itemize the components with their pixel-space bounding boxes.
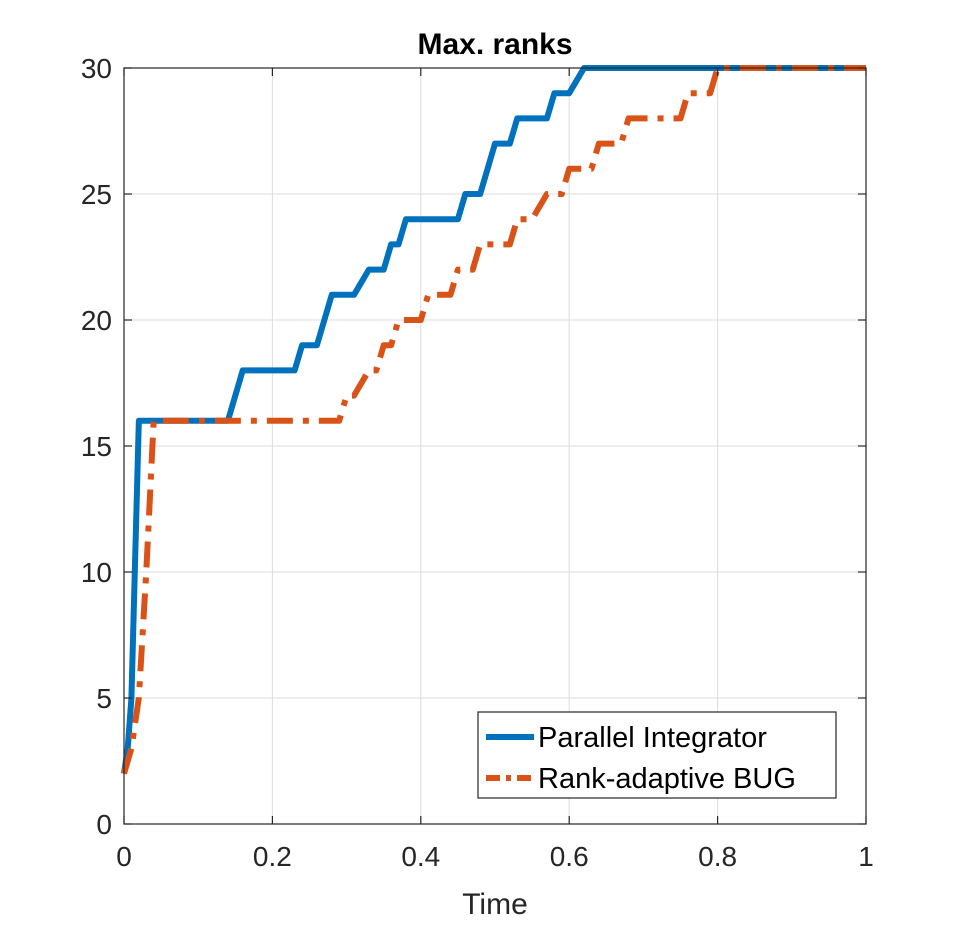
x-axis-label: Time [462, 888, 528, 921]
series-line-parallel-integrator [121, 65, 866, 775]
legend-label-parallel-integrator: Parallel Integrator [538, 722, 767, 754]
x-tick-label: 0.4 [401, 841, 440, 872]
y-tick-label: 10 [81, 557, 112, 588]
y-tick-label: 25 [81, 179, 112, 210]
legend-box [477, 711, 837, 799]
chart-title: Max. ranks [417, 28, 572, 61]
y-tick-label: 30 [81, 53, 112, 84]
x-tick-label: 0.6 [550, 841, 589, 872]
y-tick-label: 5 [96, 683, 112, 714]
y-tick-label: 20 [81, 305, 112, 336]
x-tick-label: 0 [116, 841, 132, 872]
series-layer [121, 65, 866, 775]
x-tick-label: 0.2 [253, 841, 292, 872]
grid [123, 67, 867, 825]
x-tick-label: 0.8 [698, 841, 737, 872]
legend: Parallel Integrator Rank-adaptive BUG [477, 711, 837, 799]
legend-label-rank-adaptive-bug: Rank-adaptive BUG [538, 763, 796, 795]
y-tick-label: 15 [81, 431, 112, 462]
y-tick-label: 0 [96, 809, 112, 840]
series-line-rank-adaptive-bug [121, 65, 866, 775]
x-tick-label: 1 [858, 841, 874, 872]
